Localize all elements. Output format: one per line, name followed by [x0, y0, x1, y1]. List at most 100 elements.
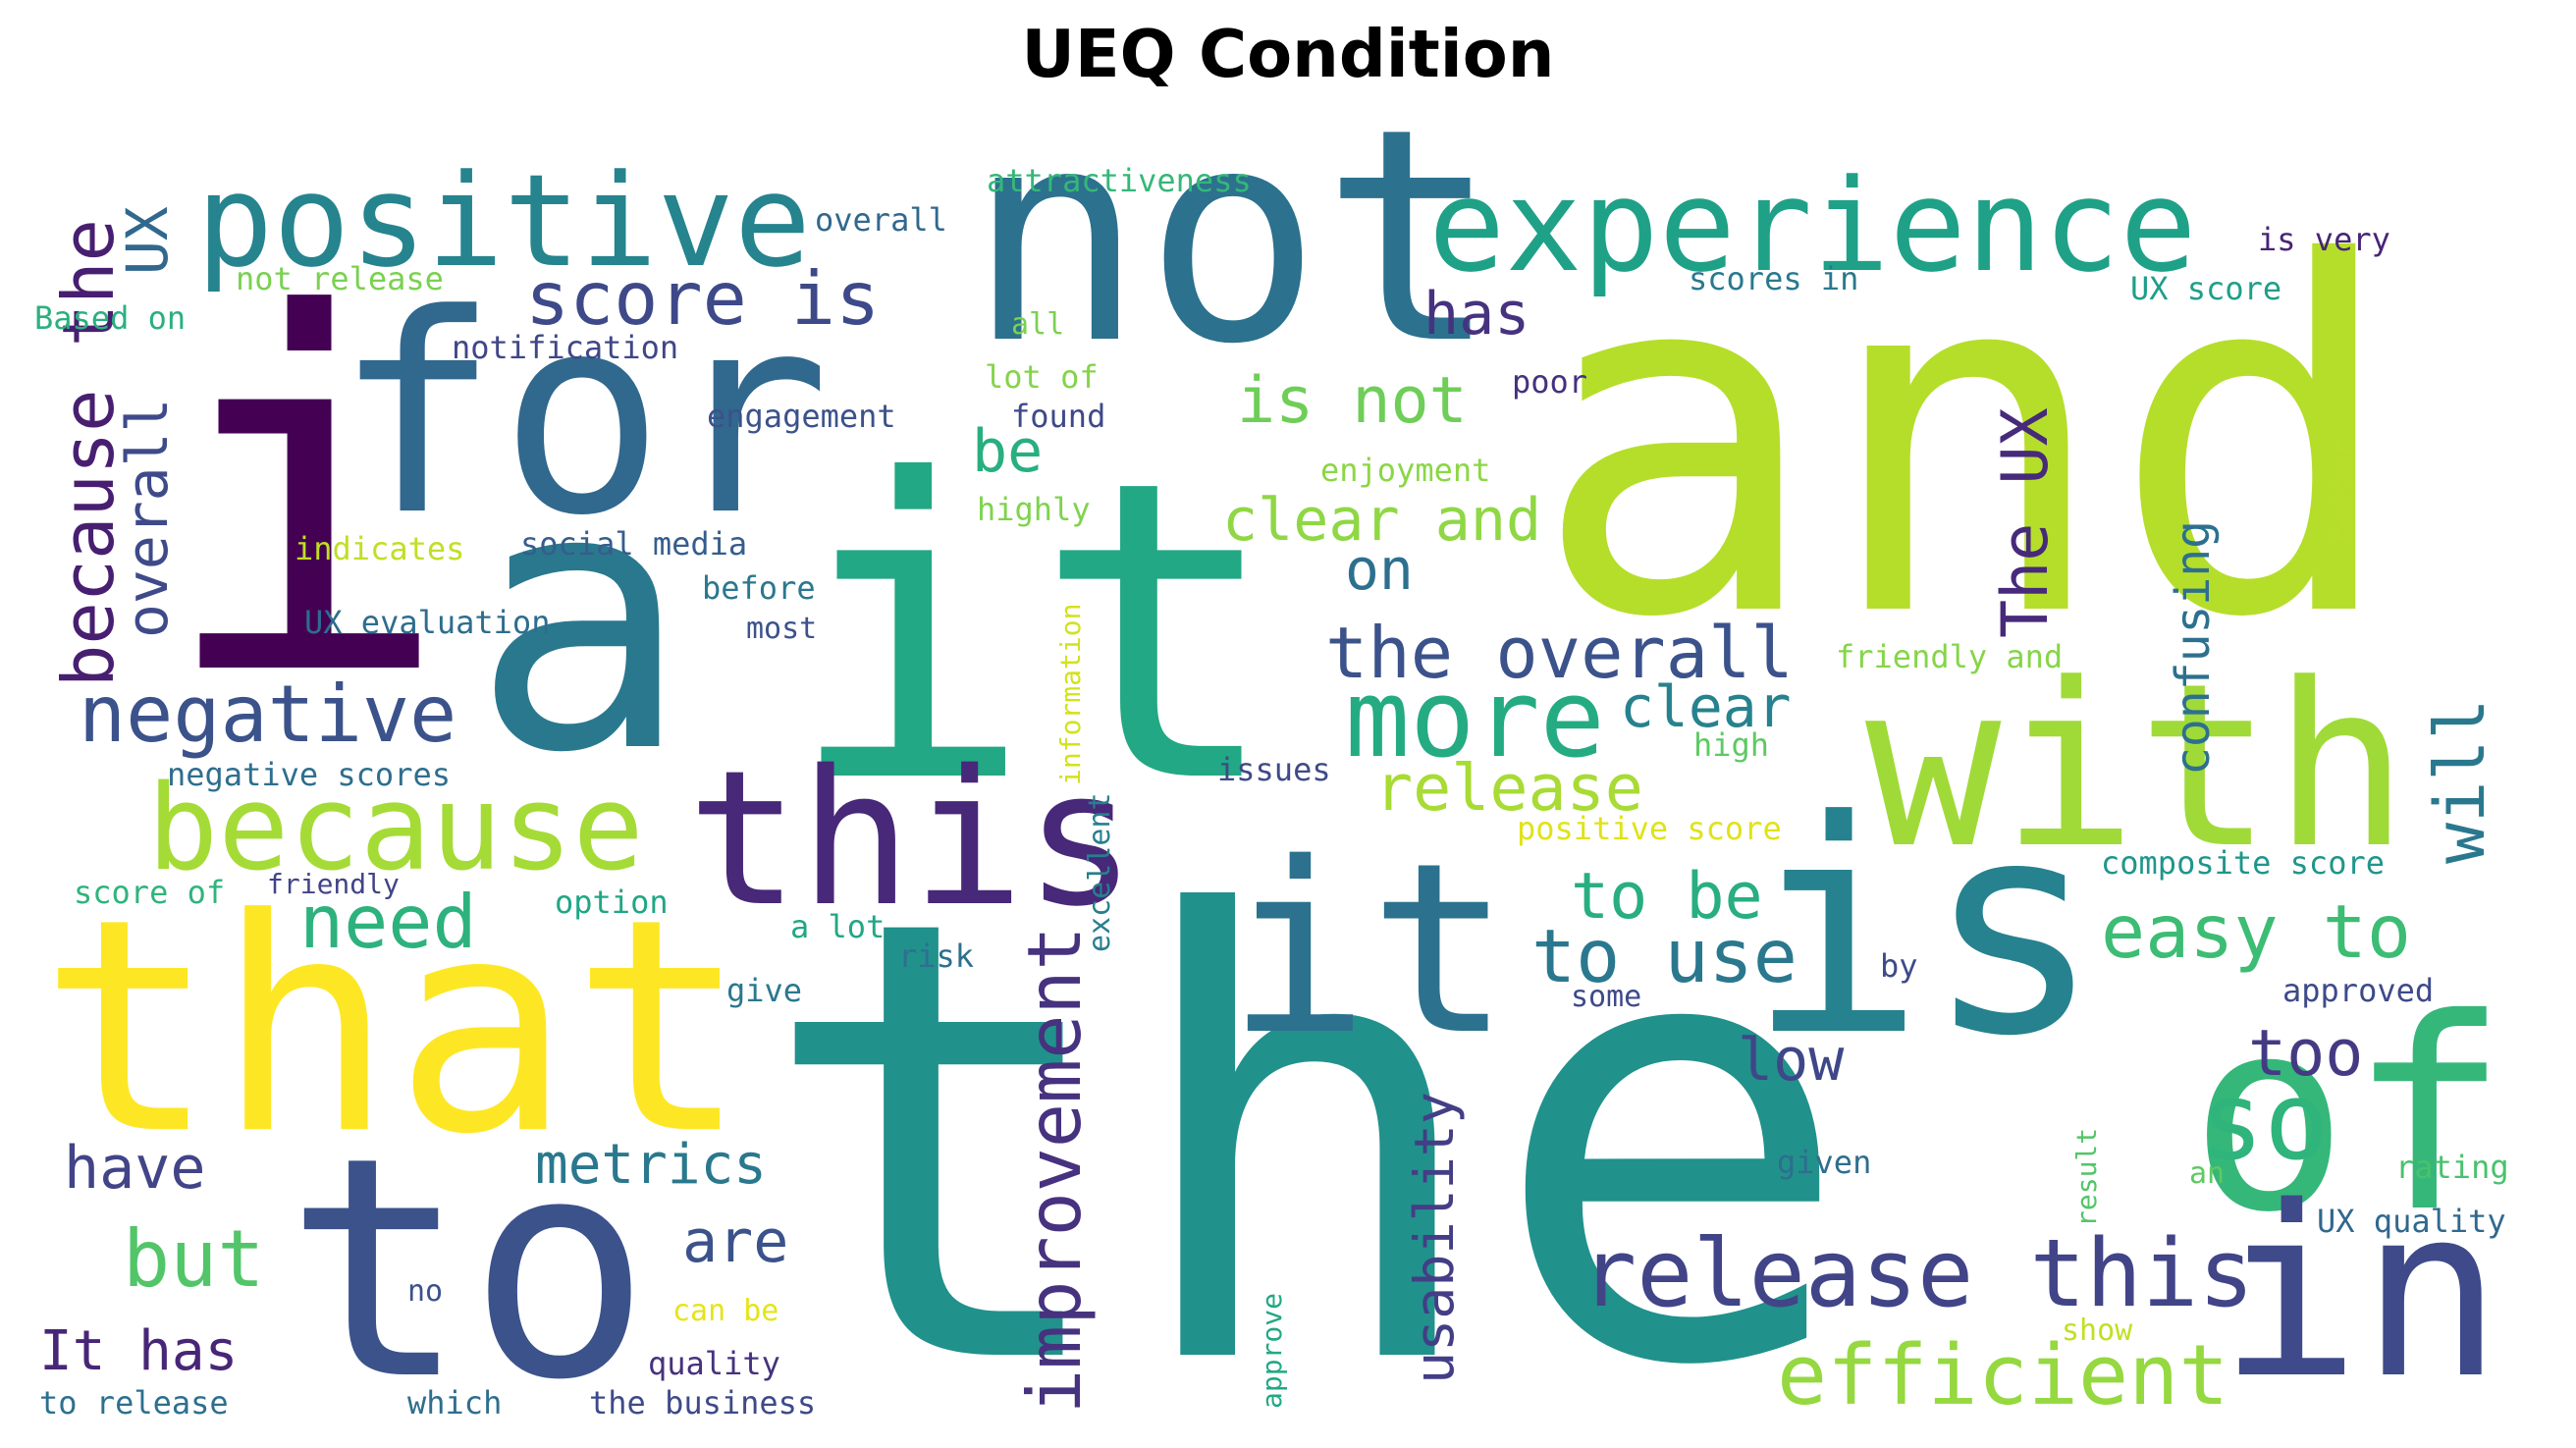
word-indicates: indicates	[295, 530, 464, 567]
word-so: so	[2199, 1058, 2329, 1184]
word-before: before	[702, 569, 816, 607]
word-attractiveness: attractiveness	[987, 162, 1252, 199]
word-ux-quality: UX quality	[2317, 1203, 2506, 1240]
word-approved: approved	[2282, 972, 2434, 1009]
word-no: no	[407, 1274, 443, 1309]
word-ux-evaluation: UX evaluation	[304, 604, 550, 641]
word-usability: usability	[1403, 1092, 1466, 1384]
word-ux: UX	[114, 206, 181, 275]
word-efficient: efficient	[1777, 1327, 2229, 1424]
word-poor: poor	[1512, 363, 1587, 401]
word-too: too	[2248, 1017, 2363, 1091]
word-on: on	[1345, 536, 1414, 603]
word-can-be: can be	[672, 1294, 778, 1328]
word-a: a	[471, 410, 690, 832]
word-better: better	[2326, 441, 2358, 540]
word-negative-scores: negative scores	[167, 756, 451, 793]
word-experience: experience	[1428, 151, 2197, 300]
word-by: by	[1880, 947, 1918, 985]
word-positive: positive	[196, 146, 811, 295]
word-an: an	[2189, 1156, 2225, 1191]
word-found: found	[1011, 398, 1105, 435]
word-enjoyment: enjoyment	[1320, 452, 1490, 489]
word-will: will	[2420, 698, 2500, 864]
word-ux-score: UX score	[2130, 270, 2281, 307]
word-the-business: the business	[589, 1384, 816, 1421]
word-is: is	[1747, 758, 2102, 1100]
word-high: high	[1693, 726, 1769, 764]
word-to-use: to use	[1531, 913, 1798, 999]
word-the-overall: the overall	[1325, 612, 1794, 694]
word-engagement: engagement	[707, 398, 896, 435]
word-improvement: improvement	[1011, 926, 1098, 1414]
word-but: but	[123, 1213, 265, 1305]
word-to: to	[285, 1093, 651, 1447]
word-it-has: It has	[39, 1319, 238, 1383]
word-a-lot: a lot	[790, 908, 885, 945]
word-release: release	[1374, 752, 1643, 826]
word-be: be	[972, 417, 1043, 486]
word-information: information	[1054, 604, 1087, 785]
word-score-of: score of	[74, 874, 225, 911]
word-easy-to: easy to	[2101, 888, 2411, 975]
word-score-is: score is	[525, 255, 880, 342]
word-overall: overall	[815, 201, 947, 239]
word-social-media: social media	[520, 525, 747, 563]
word-clear-and: clear and	[1222, 486, 1541, 555]
word-which: which	[407, 1384, 502, 1421]
word-to-release: to release	[39, 1384, 229, 1421]
word-the: the	[756, 791, 1855, 1448]
word-have: have	[64, 1134, 206, 1203]
word-in: in	[2219, 1155, 2502, 1430]
word-and: and	[1531, 162, 2400, 723]
word-notification: notification	[452, 329, 678, 366]
word-rating: rating	[2395, 1149, 2509, 1186]
word-based-on: Based on	[34, 299, 186, 337]
word-that: that	[39, 856, 748, 1199]
word-some: some	[1571, 980, 1641, 1014]
word-scores-in: scores in	[1689, 260, 1858, 297]
word-because-the: because the	[47, 219, 130, 687]
word-approve: approve	[1256, 1293, 1288, 1409]
word-friendly: friendly	[267, 868, 400, 900]
word-quality: quality	[648, 1345, 780, 1382]
word-to-be: to be	[1571, 860, 1763, 934]
word-give: give	[726, 972, 802, 1009]
word-excellent: excellent	[1083, 792, 1117, 952]
word-has: has	[1423, 280, 1530, 349]
word-is-very: is very	[2258, 221, 2390, 258]
word-not-release: not release	[236, 260, 444, 297]
word-for: for	[334, 256, 831, 576]
word-confusing: confusing	[2166, 520, 2221, 776]
word-it: it	[785, 394, 1282, 874]
word-it: it	[1227, 812, 1511, 1087]
word-option: option	[555, 884, 669, 921]
word-result: result	[2070, 1128, 2103, 1227]
word-low: low	[1738, 1026, 1845, 1095]
word-positive-score: positive score	[1517, 810, 1782, 847]
word-clear: clear	[1620, 673, 1792, 740]
word-overall: overall	[114, 399, 181, 638]
word-composite-score: composite score	[2101, 844, 2385, 882]
word-highly: highly	[977, 491, 1091, 528]
word-most: most	[746, 612, 817, 646]
word-the-ux: The UX	[1989, 407, 2063, 638]
word-risk: risk	[898, 938, 974, 975]
word-lot-of: lot of	[985, 358, 1099, 396]
word-need: need	[299, 879, 477, 965]
word-i: i	[157, 212, 453, 783]
word-this: this	[687, 730, 1137, 947]
word-are: are	[682, 1207, 788, 1276]
word-show: show	[2062, 1314, 2133, 1348]
word-all: all	[1011, 307, 1064, 342]
word-metrics: metrics	[535, 1133, 767, 1197]
word-issues: issues	[1217, 751, 1331, 788]
word-because: because	[147, 761, 644, 897]
word-friendly-and: friendly and	[1836, 638, 2063, 675]
word-release-this: release this	[1581, 1220, 2254, 1328]
word-not: not	[967, 66, 1499, 408]
word-more: more	[1345, 656, 1605, 781]
chart-title: UEQ Condition	[1021, 16, 1555, 92]
word-of: of	[2189, 961, 2508, 1270]
